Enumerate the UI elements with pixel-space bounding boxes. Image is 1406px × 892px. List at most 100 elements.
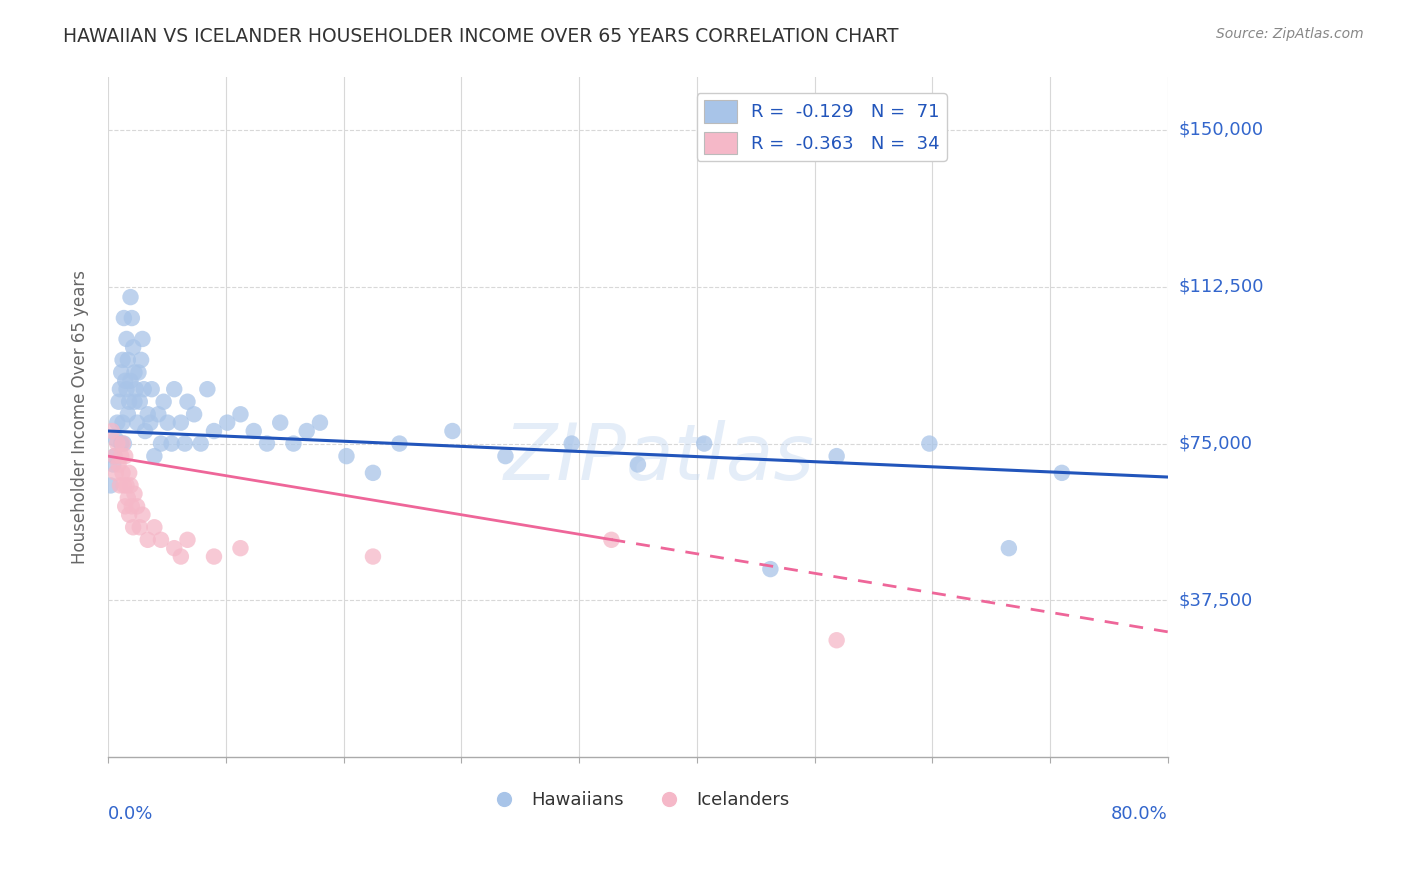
Point: [129, 352, 152, 367]
Point: [160, 436, 183, 450]
Point: [120, 290, 142, 304]
Point: [125, 382, 148, 396]
Point: [229, 541, 252, 556]
Point: [229, 407, 252, 421]
Point: [120, 374, 142, 388]
Point: [825, 449, 848, 463]
Point: [139, 416, 162, 430]
Point: [136, 533, 159, 547]
Point: [111, 352, 134, 367]
Point: [110, 436, 132, 450]
Point: [131, 508, 153, 522]
Point: [217, 416, 239, 430]
Point: [173, 436, 195, 450]
Point: [388, 436, 411, 450]
Point: [112, 311, 135, 326]
Point: [111, 466, 134, 480]
Point: [1050, 466, 1073, 480]
Point: [149, 436, 172, 450]
Point: [120, 478, 142, 492]
Point: [108, 478, 131, 492]
Point: [115, 332, 138, 346]
Point: [152, 394, 174, 409]
Point: [136, 407, 159, 421]
Point: [121, 500, 143, 514]
Point: [561, 436, 583, 450]
Point: [759, 562, 782, 576]
Point: [115, 382, 138, 396]
Point: [104, 449, 127, 463]
Point: [269, 416, 291, 430]
Point: [918, 436, 941, 450]
Point: [107, 458, 129, 472]
Point: [190, 436, 212, 450]
Point: [141, 382, 163, 396]
Point: [202, 549, 225, 564]
Point: [149, 533, 172, 547]
Point: [122, 520, 145, 534]
Point: [176, 533, 198, 547]
Point: [127, 500, 149, 514]
Point: [256, 436, 278, 450]
Point: [117, 407, 139, 421]
Point: [107, 394, 129, 409]
Point: [111, 416, 134, 430]
Legend: Hawaiians, Icelanders: Hawaiians, Icelanders: [479, 784, 797, 816]
Point: [103, 458, 125, 472]
Point: [114, 449, 136, 463]
Text: 0.0%: 0.0%: [108, 805, 153, 823]
Point: [128, 520, 150, 534]
Point: [111, 436, 134, 450]
Point: [132, 382, 155, 396]
Point: [105, 436, 128, 450]
Point: [170, 549, 193, 564]
Point: [127, 366, 149, 380]
Point: [183, 407, 205, 421]
Point: [110, 449, 132, 463]
Point: [118, 508, 141, 522]
Point: [143, 449, 166, 463]
Point: [156, 416, 179, 430]
Point: [176, 394, 198, 409]
Text: $112,500: $112,500: [1180, 277, 1264, 295]
Point: [441, 424, 464, 438]
Point: [114, 500, 136, 514]
Point: [117, 491, 139, 505]
Point: [195, 382, 218, 396]
Text: $150,000: $150,000: [1180, 120, 1264, 139]
Point: [124, 394, 146, 409]
Point: [121, 311, 143, 326]
Y-axis label: Householder Income Over 65 years: Householder Income Over 65 years: [72, 270, 89, 565]
Point: [170, 416, 193, 430]
Point: [335, 449, 357, 463]
Point: [295, 424, 318, 438]
Point: [124, 366, 146, 380]
Point: [494, 449, 516, 463]
Point: [693, 436, 716, 450]
Point: [108, 382, 131, 396]
Point: [104, 433, 127, 447]
Point: [309, 416, 332, 430]
Point: [163, 541, 186, 556]
Point: [600, 533, 623, 547]
Point: [825, 633, 848, 648]
Point: [131, 332, 153, 346]
Point: [202, 424, 225, 438]
Point: [104, 466, 127, 480]
Point: [361, 549, 384, 564]
Point: [283, 436, 305, 450]
Point: [122, 340, 145, 354]
Point: [143, 520, 166, 534]
Point: [998, 541, 1021, 556]
Text: $37,500: $37,500: [1180, 591, 1253, 609]
Text: $75,000: $75,000: [1180, 434, 1253, 452]
Point: [101, 424, 124, 438]
Point: [124, 487, 146, 501]
Point: [148, 407, 170, 421]
Point: [127, 416, 149, 430]
Point: [117, 352, 139, 367]
Point: [118, 394, 141, 409]
Point: [115, 478, 138, 492]
Text: ZIPatlas: ZIPatlas: [503, 420, 814, 496]
Point: [110, 366, 132, 380]
